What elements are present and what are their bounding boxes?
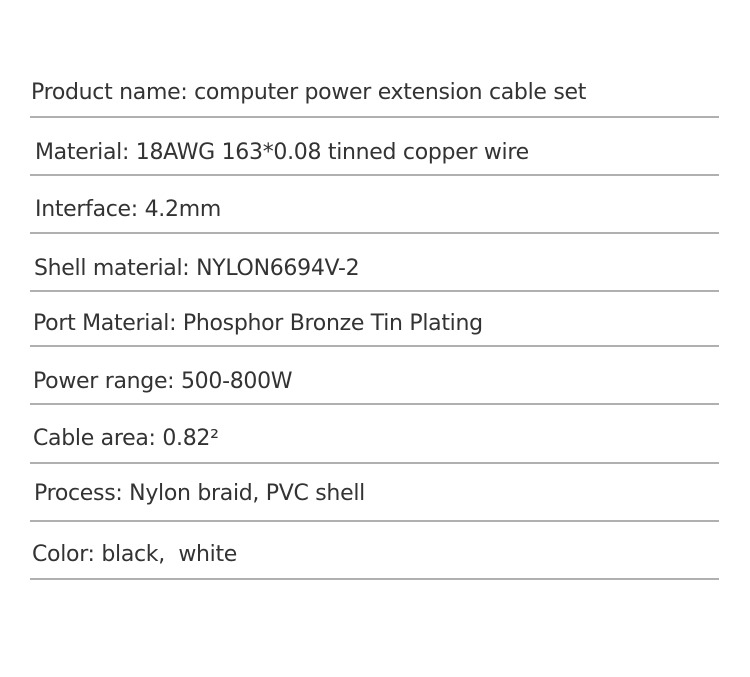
spec-color: Color: black, white [32, 542, 238, 567]
divider [30, 403, 719, 405]
divider [30, 578, 719, 580]
divider [30, 174, 719, 176]
spec-interface: Interface: 4.2mm [35, 197, 221, 222]
spec-product-name: Product name: computer power extension c… [31, 80, 587, 105]
divider [30, 116, 719, 118]
spec-shell-material: Shell material: NYLON6694V-2 [34, 256, 360, 281]
divider [30, 290, 719, 292]
spec-process: Process: Nylon braid, PVC shell [34, 481, 365, 506]
divider [30, 462, 719, 464]
spec-port-material: Port Material: Phosphor Bronze Tin Plati… [33, 311, 483, 336]
divider [30, 520, 719, 522]
spec-cable-area: Cable area: 0.82² [33, 426, 219, 451]
divider [30, 232, 719, 234]
divider [30, 345, 719, 347]
spec-power-range: Power range: 500-800W [33, 369, 293, 394]
spec-material: Material: 18AWG 163*0.08 tinned copper w… [35, 140, 529, 165]
